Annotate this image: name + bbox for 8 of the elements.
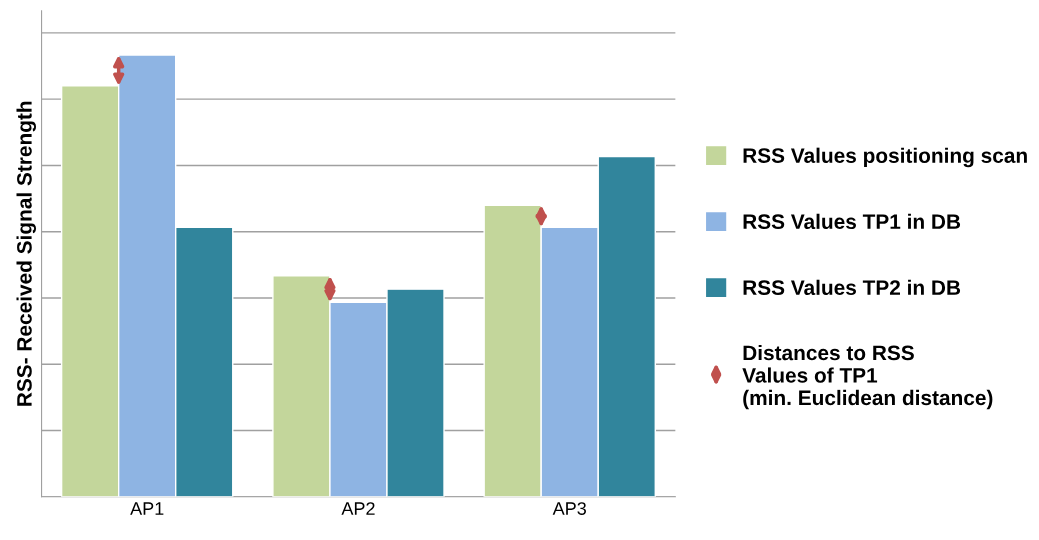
text: Distances to RSS Values of TP1 (min. Euclidean distance)	[742, 344, 993, 410]
legend-label: RSS Values positioning scan	[743, 147, 1027, 168]
y-axis-title: RSS- Received Signal Strength	[16, 101, 36, 406]
x-tick-label: AP3	[552, 502, 586, 515]
legend-label: RSS Values TP1 in DB	[743, 213, 961, 230]
x-tick-label: AP2	[341, 502, 375, 515]
x-tick-label: AP1	[130, 502, 164, 515]
legend-label: RSS Values TP2 in DB	[743, 279, 961, 296]
